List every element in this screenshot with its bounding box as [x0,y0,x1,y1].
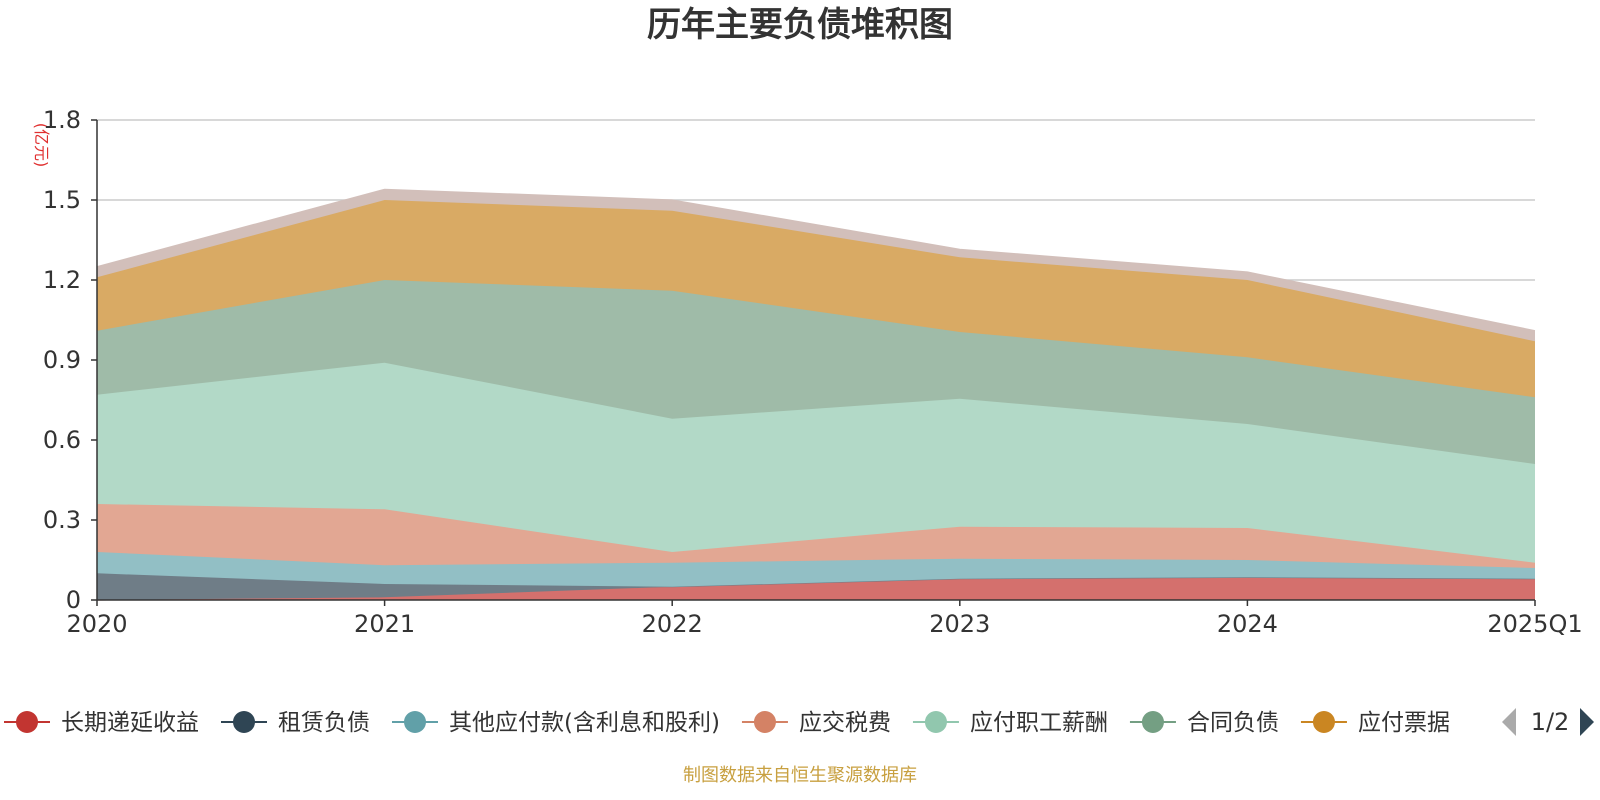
y-tick-label: 1.8 [43,106,81,134]
legend-label: 应交税费 [799,710,891,736]
legend-label: 应付职工薪酬 [970,710,1108,736]
legend-label: 租赁负债 [278,710,370,736]
legend-marker [1141,711,1164,733]
x-tick-label: 2022 [642,610,703,638]
area-合同负债 [97,280,1535,464]
legend-item-长期递延收益[interactable]: 长期递延收益 [4,710,199,736]
legend-item-其他应付款(含利息和股利)[interactable]: 其他应付款(含利息和股利) [392,710,720,736]
legend-marker [404,711,426,733]
area-series-layer [96,188,1536,601]
area-长期递延收益 [97,577,1535,600]
legend-marker [753,711,776,733]
legend-label: 其他应付款(含利息和股利) [449,710,720,736]
legend-pager: 1/2 [1502,708,1594,736]
data-source-footer: 制图数据来自恒生聚源数据库 [683,765,917,786]
area-租赁负债 [97,573,1535,600]
x-tick-label: 2020 [66,610,127,638]
x-tick-label: 2025Q1 [1487,610,1582,638]
legend-marker [16,711,38,733]
legend-label: 应付票据 [1358,710,1450,736]
area-edge-其他负债 [96,188,1536,332]
legend-page-indicator: 1/2 [1531,708,1570,736]
chart-title: 历年主要负债堆积图 [647,5,953,45]
legend-marker [1312,711,1335,733]
legend-item-应交税费[interactable]: 应交税费 [741,710,891,736]
legend-next-page-icon[interactable] [1580,708,1594,736]
y-tick-label: 0 [66,586,81,614]
x-tick-label: 2024 [1217,610,1278,638]
area-应付职工薪酬 [97,362,1535,563]
legend-prev-page-icon[interactable] [1502,708,1516,736]
axes: 0 0.3 0.6 0.9 1.2 1.5 1.8 2020 2021 2022 2023 2024 2… [43,106,1583,638]
legend-label: 长期递延收益 [61,710,199,736]
y-tick-label: 0.3 [43,506,81,534]
legend-label: 合同负债 [1187,710,1279,736]
legend-item-应付职工薪酬[interactable]: 应付职工薪酬 [912,710,1108,736]
legend-marker [924,711,947,733]
legend-item-应付票据[interactable]: 应付票据 [1300,710,1450,736]
legend: 长期递延收益 租赁负债 其他应付款(含利息和股利) 应交税费 应付职工薪酬 合同负债 应付票… [4,710,1450,736]
legend-item-租赁负债[interactable]: 租赁负债 [221,710,370,736]
y-tick-label: 0.6 [43,426,81,454]
x-tick-label: 2021 [354,610,415,638]
legend-item-合同负债[interactable]: 合同负债 [1129,710,1279,736]
legend-marker [233,711,255,733]
y-tick-label: 1.5 [43,186,81,214]
y-axis-unit-label: (亿元) [32,123,51,168]
y-tick-label: 1.2 [43,266,81,294]
area-其他应付款(含利息和股利) [97,552,1535,587]
area-应付票据 [97,200,1535,398]
y-tick-label: 0.9 [43,346,81,374]
x-tick-label: 2023 [929,610,990,638]
